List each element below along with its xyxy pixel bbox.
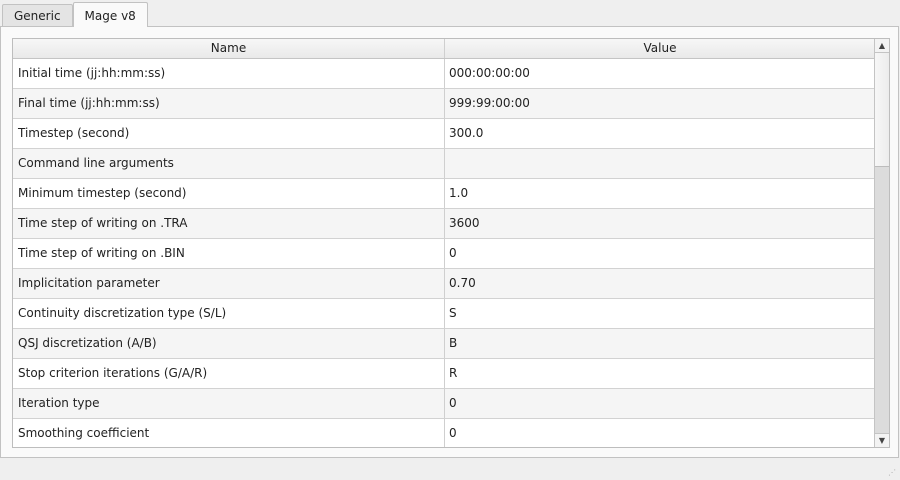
parameter-name: Implicitation parameter xyxy=(13,269,445,298)
table-row[interactable]: QSJ discretization (A/B) B xyxy=(13,329,889,359)
table-row[interactable]: Iteration type 0 xyxy=(13,389,889,419)
parameter-value[interactable]: 0 xyxy=(449,396,457,410)
tab-panel: Name Value Initial time (jj:hh:mm:ss) 000… xyxy=(0,26,899,458)
scroll-down-arrow-icon[interactable]: ▼ xyxy=(875,433,889,447)
scroll-up-arrow-icon[interactable]: ▲ xyxy=(875,39,889,53)
parameter-value[interactable]: 0 xyxy=(449,426,457,440)
tab-bar: Generic Mage v8 xyxy=(2,2,148,28)
table-row[interactable]: Time step of writing on .TRA 3600 xyxy=(13,209,889,239)
parameter-value[interactable]: 999:99:00:00 xyxy=(449,96,530,110)
tab-mage-v8[interactable]: Mage v8 xyxy=(72,2,148,27)
parameter-value[interactable]: 000:00:00:00 xyxy=(449,66,530,80)
table-row[interactable]: Stop criterion iterations (G/A/R) R xyxy=(13,359,889,389)
parameter-value[interactable]: S xyxy=(449,306,457,320)
parameter-value[interactable] xyxy=(445,149,875,178)
parameter-name: Command line arguments xyxy=(13,149,445,178)
parameter-value[interactable]: B xyxy=(449,336,458,350)
table-row[interactable]: Continuity discretization type (S/L) S xyxy=(13,299,889,329)
column-header-name[interactable]: Name xyxy=(13,39,445,58)
parameter-name: Timestep (second) xyxy=(13,119,445,148)
table-row[interactable]: Time step of writing on .BIN 0 xyxy=(13,239,889,269)
table-row[interactable]: Timestep (second) 300.0 xyxy=(13,119,889,149)
parameter-name: Time step of writing on .BIN xyxy=(13,239,445,268)
parameter-name: Minimum timestep (second) xyxy=(13,179,445,208)
parameters-table: Name Value Initial time (jj:hh:mm:ss) 000… xyxy=(12,38,890,448)
parameter-name: Time step of writing on .TRA xyxy=(13,209,445,238)
table-row[interactable]: Smoothing coefficient 0 xyxy=(13,419,889,447)
table-header: Name Value xyxy=(13,39,889,59)
parameter-name: Continuity discretization type (S/L) xyxy=(13,299,445,328)
column-header-value[interactable]: Value xyxy=(643,41,677,55)
table-row[interactable]: Minimum timestep (second) 1.0 xyxy=(13,179,889,209)
parameter-value[interactable]: 1.0 xyxy=(449,186,469,200)
vertical-scrollbar[interactable]: ▲ ▼ xyxy=(874,39,889,447)
parameter-name: Stop criterion iterations (G/A/R) xyxy=(13,359,445,388)
table-row[interactable]: Command line arguments xyxy=(13,149,889,179)
parameter-name: QSJ discretization (A/B) xyxy=(13,329,445,358)
parameter-name: Final time (jj:hh:mm:ss) xyxy=(13,89,445,118)
parameter-name: Initial time (jj:hh:mm:ss) xyxy=(13,59,445,88)
scrollbar-handle[interactable] xyxy=(875,53,889,167)
table-row[interactable]: Implicitation parameter 0.70 xyxy=(13,269,889,299)
parameter-name: Iteration type xyxy=(13,389,445,418)
parameter-name: Smoothing coefficient xyxy=(13,419,445,447)
table-row[interactable]: Final time (jj:hh:mm:ss) 999:99:00:00 xyxy=(13,89,889,119)
parameter-value[interactable]: 0.70 xyxy=(449,276,476,290)
resize-grip-icon[interactable]: ⋰ xyxy=(888,468,896,477)
tab-generic[interactable]: Generic xyxy=(2,4,73,28)
parameter-value[interactable]: 0 xyxy=(449,246,457,260)
parameter-value[interactable]: 3600 xyxy=(449,216,480,230)
table-row[interactable]: Initial time (jj:hh:mm:ss) 000:00:00:00 xyxy=(13,59,889,89)
parameter-value[interactable]: 300.0 xyxy=(449,126,484,140)
parameter-value[interactable]: R xyxy=(449,366,458,380)
